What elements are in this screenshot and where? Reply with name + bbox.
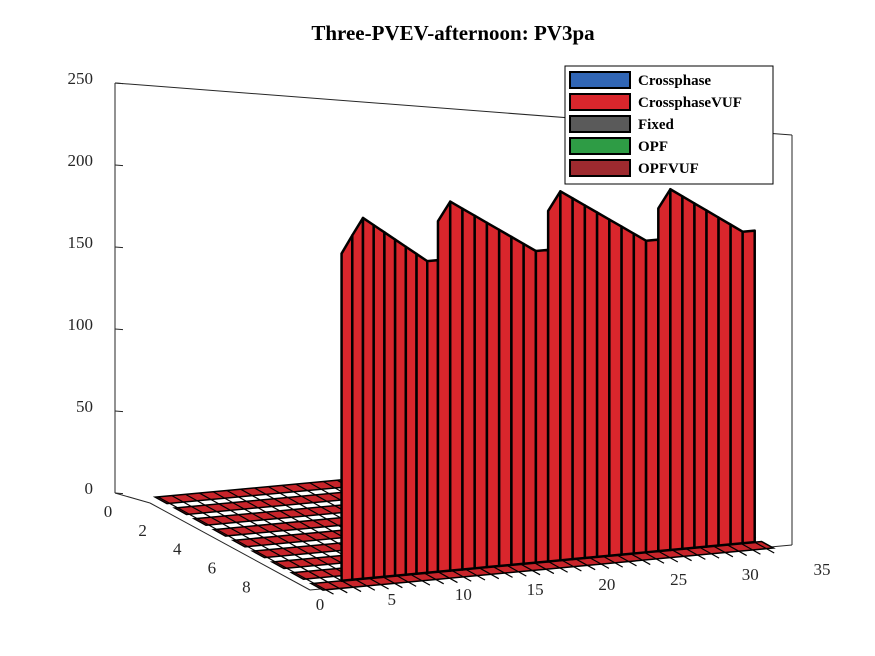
wall-bar-panel — [404, 245, 418, 576]
x-tick-label: 35 — [814, 560, 831, 579]
wall-bar-panel — [485, 221, 501, 569]
z-tick-label: 200 — [68, 151, 94, 170]
wall-bar-panel — [351, 216, 365, 581]
y-tick-label: 6 — [208, 558, 217, 577]
x-tick-label: 20 — [598, 575, 615, 594]
legend-swatch — [569, 93, 631, 111]
wall-bar-panel — [448, 200, 464, 572]
wall-bar-panel — [669, 187, 684, 552]
legend-label: Fixed — [638, 117, 674, 133]
wall-bar-panel — [340, 234, 354, 582]
z-tick-label: 0 — [85, 479, 94, 498]
z-axis-ticks: 0 50 100 150 200 250 — [68, 69, 124, 498]
x-tick-label: 5 — [387, 590, 396, 609]
floor-grid-line — [157, 496, 334, 595]
wall-bar-panel — [741, 229, 756, 545]
y-tick-label: 4 — [173, 540, 182, 559]
y-tick-label: 8 — [242, 577, 251, 596]
y-axis-ticks: 0 2 4 6 8 — [104, 502, 251, 596]
z-tick-mark — [114, 164, 124, 167]
wall-bar-panel — [436, 200, 452, 573]
wall-bar-panel — [693, 202, 708, 550]
wall-bar-panel — [383, 231, 397, 578]
z-tick-mark — [114, 328, 124, 331]
legend: Crossphase CrossphaseVUF Fixed OPF OPFVUF — [564, 65, 774, 185]
wall-bar-panel — [473, 214, 489, 570]
wall-bar-panel — [461, 207, 476, 571]
floor-grid-line — [185, 493, 362, 593]
legend-label: CrossphaseVUF — [638, 95, 742, 111]
wall-bar-panel — [546, 190, 562, 563]
wall-bar-panel — [608, 218, 623, 557]
z-tick-label: 250 — [68, 69, 94, 88]
y-tick-label: 2 — [138, 521, 147, 540]
wall-bar-panel — [415, 252, 429, 575]
wall-bar-panel — [393, 238, 408, 577]
wall-bar-panel — [510, 235, 525, 567]
legend-label: OPFVUF — [638, 161, 699, 177]
floor-grid-line — [171, 495, 348, 594]
x-tick-label: 30 — [742, 565, 759, 584]
z-tick-mark — [114, 410, 124, 413]
y-tick-label: 0 — [104, 502, 113, 521]
x-axis-ticks: 0 5 10 15 20 25 30 35 — [316, 560, 831, 614]
wall-bars — [340, 187, 756, 582]
wall-bar-panel — [681, 195, 696, 551]
wall-bar-panel — [620, 225, 636, 556]
wall-bar-panel — [497, 228, 513, 568]
wall-bar-panel — [583, 204, 599, 560]
z-tick-label: 150 — [68, 233, 94, 252]
wall-bar-panel — [644, 238, 660, 554]
x-tick-label: 10 — [455, 585, 472, 604]
legend-swatch — [569, 159, 631, 177]
legend-label: Crossphase — [638, 73, 711, 89]
wall-bar-panel — [372, 223, 386, 579]
legend-swatch — [569, 115, 631, 133]
wall-bar-panel — [705, 209, 720, 548]
wall-bar-panel — [632, 232, 648, 555]
legend-swatch — [569, 137, 631, 155]
z-tick-mark — [114, 246, 124, 249]
z-tick-mark — [114, 82, 124, 85]
wall-bar-panel — [729, 223, 744, 546]
legend-label: OPF — [638, 139, 668, 155]
chart-title: Three-PVEV-afternoon: PV3pa — [311, 21, 595, 45]
z-tick-label: 50 — [76, 397, 93, 416]
wall-bar-panel — [571, 197, 587, 561]
wall-bar-panel — [717, 216, 732, 547]
wall-bar-panel — [559, 190, 574, 562]
wall-bar-panel — [595, 211, 611, 559]
wall-bar-panel — [534, 248, 550, 564]
wall-bar-panel — [426, 258, 440, 574]
x-tick-label: 15 — [527, 580, 544, 599]
legend-swatch — [569, 71, 631, 89]
wall-bar-panel — [522, 242, 538, 565]
z-tick-label: 100 — [68, 315, 94, 334]
z-tick-mark — [114, 492, 124, 495]
wall-bar-panel — [657, 187, 672, 553]
x-tick-label: 25 — [670, 570, 687, 589]
x-tick-label: 0 — [316, 595, 325, 614]
wall-bar-panel — [361, 216, 375, 580]
